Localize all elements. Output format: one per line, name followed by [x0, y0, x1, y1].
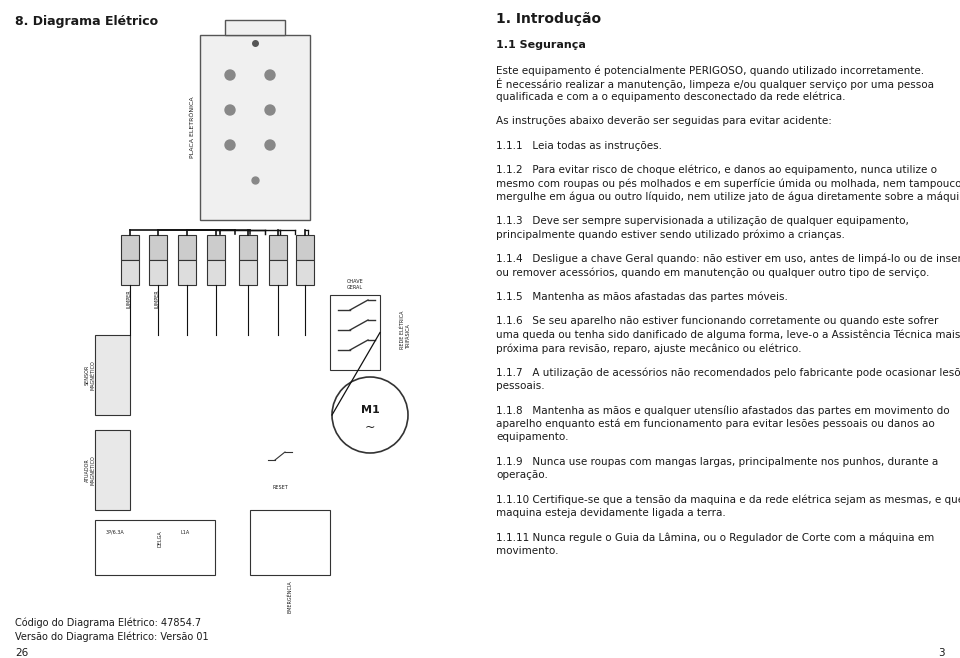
Text: DELGA: DELGA	[157, 530, 162, 547]
Text: M1: M1	[361, 405, 379, 415]
Bar	[296, 235, 314, 260]
Text: 1.1.10 Certifique-se que a tensão da maquina e da rede elétrica sejam as mesmas,: 1.1.10 Certifique-se que a tensão da maq…	[496, 494, 960, 505]
Text: ~: ~	[365, 420, 375, 434]
Circle shape	[265, 105, 275, 115]
Bar	[178, 260, 196, 285]
Text: 1.1.7   A utilização de acessórios não recomendados pelo fabricante pode ocasion: 1.1.7 A utilização de acessórios não rec…	[496, 367, 960, 378]
Text: 3P/6.3A: 3P/6.3A	[106, 530, 125, 535]
Text: 1.1.6   Se seu aparelho não estiver funcionando corretamente ou quando este sofr: 1.1.6 Se seu aparelho não estiver funcio…	[496, 316, 938, 326]
Bar	[207, 260, 225, 285]
Text: 1.1.8   Mantenha as mãos e qualquer utensílio afastados das partes em movimento : 1.1.8 Mantenha as mãos e qualquer utensí…	[496, 405, 949, 416]
Circle shape	[265, 70, 275, 80]
Bar	[95, 520, 215, 575]
Text: As instruções abaixo deverão ser seguidas para evitar acidente:: As instruções abaixo deverão ser seguida…	[496, 116, 832, 126]
Circle shape	[265, 140, 275, 150]
Text: próxima para revisão, reparo, ajuste mecânico ou elétrico.: próxima para revisão, reparo, ajuste mec…	[496, 343, 802, 353]
Text: CHAVE
GERAL: CHAVE GERAL	[347, 279, 364, 290]
Bar	[239, 260, 257, 285]
Bar	[121, 235, 139, 260]
Circle shape	[332, 377, 408, 453]
Bar	[269, 260, 287, 285]
Text: qualificada e com a o equipamento desconectado da rede elétrica.: qualificada e com a o equipamento descon…	[496, 92, 846, 103]
Text: L1A: L1A	[180, 530, 190, 535]
Text: ATUADOR
MAGNÉTICO: ATUADOR MAGNÉTICO	[84, 455, 95, 485]
Bar	[178, 235, 196, 260]
Text: 1.1.5   Mantenha as mãos afastadas das partes móveis.: 1.1.5 Mantenha as mãos afastadas das par…	[496, 291, 788, 302]
Text: 1.1.2   Para evitar risco de choque elétrico, e danos ao equipamento, nunca util: 1.1.2 Para evitar risco de choque elétri…	[496, 165, 937, 176]
Bar	[200, 35, 310, 220]
Text: maquina esteja devidamente ligada a terra.: maquina esteja devidamente ligada a terr…	[496, 508, 726, 518]
Bar	[250, 510, 330, 575]
Bar	[121, 260, 139, 285]
Bar	[95, 430, 130, 510]
Text: principalmente quando estiver sendo utilizado próximo a crianças.: principalmente quando estiver sendo util…	[496, 230, 845, 240]
Circle shape	[225, 140, 235, 150]
Bar	[225, 20, 285, 35]
Bar	[239, 235, 257, 260]
Text: JUMPER: JUMPER	[156, 290, 160, 309]
Text: 26: 26	[15, 648, 28, 658]
Text: É necessário realizar a manutenção, limpeza e/ou qualquer serviço por uma pessoa: É necessário realizar a manutenção, limp…	[496, 78, 934, 91]
Text: equipamento.: equipamento.	[496, 432, 568, 442]
Bar	[296, 260, 314, 285]
Text: 1.1.3   Deve ser sempre supervisionada a utilização de qualquer equipamento,: 1.1.3 Deve ser sempre supervisionada a u…	[496, 216, 909, 226]
Bar	[269, 235, 287, 260]
Bar	[330, 295, 380, 370]
Text: Versão do Diagrama Elétrico: Versão 01: Versão do Diagrama Elétrico: Versão 01	[15, 632, 208, 642]
Text: SENSOR
MAGNÉTICO: SENSOR MAGNÉTICO	[84, 360, 95, 390]
Text: Este equipamento é potencialmente PERIGOSO, quando utilizado incorretamente.: Este equipamento é potencialmente PERIGO…	[496, 65, 924, 76]
Text: uma queda ou tenha sido danificado de alguma forma, leve-o a Assistência Técnica: uma queda ou tenha sido danificado de al…	[496, 330, 960, 340]
Text: 1.1.4   Desligue a chave Geral quando: não estiver em uso, antes de limpá-lo ou : 1.1.4 Desligue a chave Geral quando: não…	[496, 254, 960, 265]
Text: 1.1.11 Nunca regule o Guia da Lâmina, ou o Regulador de Corte com a máquina em: 1.1.11 Nunca regule o Guia da Lâmina, ou…	[496, 532, 934, 543]
Text: 3: 3	[938, 648, 945, 658]
Text: EMERGÊNCIA: EMERGÊNCIA	[287, 580, 293, 613]
Text: mergulhe em água ou outro líquido, nem utilize jato de água diretamente sobre a : mergulhe em água ou outro líquido, nem u…	[496, 192, 960, 203]
Text: PLACA ELETRÔNICA: PLACA ELETRÔNICA	[189, 97, 195, 159]
Text: 1.1.9   Nunca use roupas com mangas largas, principalmente nos punhos, durante a: 1.1.9 Nunca use roupas com mangas largas…	[496, 457, 938, 467]
Text: mesmo com roupas ou pés molhados e em superfície úmida ou molhada, nem tampouco : mesmo com roupas ou pés molhados e em su…	[496, 178, 960, 189]
Circle shape	[225, 105, 235, 115]
Circle shape	[225, 70, 235, 80]
Text: movimento.: movimento.	[496, 545, 559, 555]
Text: pessoais.: pessoais.	[496, 381, 544, 391]
Text: 8. Diagrama Elétrico: 8. Diagrama Elétrico	[15, 15, 158, 28]
Bar	[149, 235, 167, 260]
Bar	[207, 235, 225, 260]
Text: Código do Diagrama Elétrico: 47854.7: Código do Diagrama Elétrico: 47854.7	[15, 618, 202, 628]
Bar	[95, 335, 130, 415]
Text: JUMPER: JUMPER	[128, 290, 132, 309]
Text: REDE ELÉTRICA
TRIFÁSICA: REDE ELÉTRICA TRIFÁSICA	[400, 311, 411, 349]
Text: 1.1 Segurança: 1.1 Segurança	[496, 40, 586, 50]
Bar	[149, 260, 167, 285]
Text: RESET: RESET	[272, 485, 288, 490]
Text: 1. Introdução: 1. Introdução	[496, 12, 601, 26]
Text: operação.: operação.	[496, 470, 548, 480]
Text: ou remover acessórios, quando em manutenção ou qualquer outro tipo de serviço.: ou remover acessórios, quando em manuten…	[496, 268, 929, 278]
Text: aparelho enquanto está em funcionamento para evitar lesões pessoais ou danos ao: aparelho enquanto está em funcionamento …	[496, 418, 935, 429]
Text: 1.1.1   Leia todas as instruções.: 1.1.1 Leia todas as instruções.	[496, 141, 662, 151]
